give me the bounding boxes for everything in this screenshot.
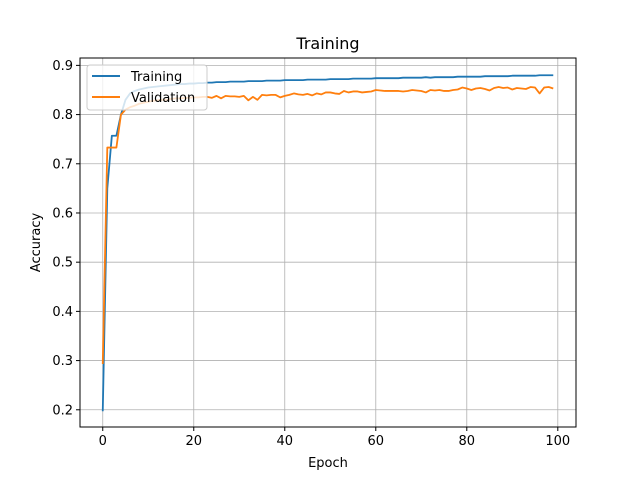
y-tick-label: 0.8: [52, 108, 73, 123]
x-tick-label: 80: [459, 434, 476, 449]
y-tick-label: 0.2: [52, 403, 73, 418]
legend: Training Validation: [86, 64, 208, 111]
y-tick-label: 0.4: [52, 305, 73, 320]
legend-label-validation: Validation: [131, 91, 195, 106]
grid-layer: [80, 58, 576, 427]
y-tick-label: 0.5: [52, 256, 73, 271]
y-tick-label: 0.7: [52, 157, 73, 172]
chart-title: Training: [295, 34, 359, 53]
x-tick-label: 0: [99, 434, 107, 449]
y-tick-label: 0.3: [52, 354, 73, 369]
x-tick-label: 100: [545, 434, 570, 449]
plot-frame: [79, 57, 577, 428]
y-tick-label: 0.9: [52, 59, 73, 74]
y-tick-label: 0.6: [52, 206, 73, 221]
y-axis-label: Accuracy: [29, 213, 44, 273]
x-tick-label: 40: [276, 434, 293, 449]
legend-label-training: Training: [130, 70, 182, 85]
x-tick-label: 20: [185, 434, 202, 449]
x-axis-label: Epoch: [308, 456, 348, 471]
x-tick-label: 60: [368, 434, 385, 449]
ticks-layer: 0 20 40 60 80 100 0.2 0.3 0.4 0.5 0.6 0.7 0.8 0.9: [52, 59, 570, 449]
